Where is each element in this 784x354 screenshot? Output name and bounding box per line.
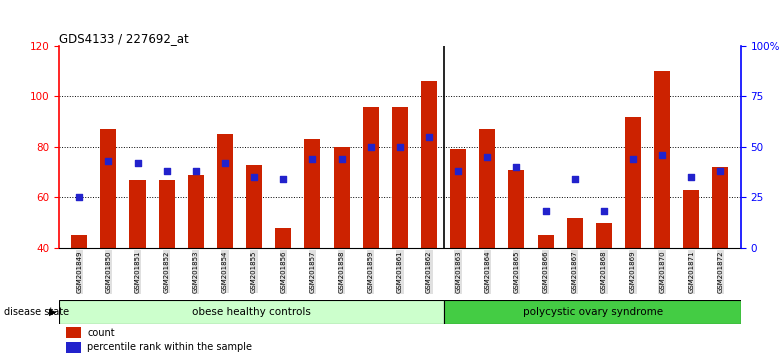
Text: count: count <box>88 327 115 337</box>
Bar <box>246 165 262 248</box>
Bar <box>445 300 741 324</box>
Text: GSM201868: GSM201868 <box>601 250 607 293</box>
Point <box>452 168 464 174</box>
Text: GSM201869: GSM201869 <box>630 250 636 293</box>
Text: GSM201870: GSM201870 <box>659 250 665 293</box>
Point <box>597 209 610 214</box>
Bar <box>684 190 699 248</box>
Point <box>306 156 318 162</box>
Bar <box>129 180 146 248</box>
Point <box>248 175 260 180</box>
Point <box>161 168 173 174</box>
Point <box>714 168 727 174</box>
Text: GSM201855: GSM201855 <box>251 250 257 293</box>
Text: GSM201864: GSM201864 <box>485 250 490 293</box>
Text: disease state: disease state <box>4 307 69 317</box>
Bar <box>567 217 583 248</box>
Text: GSM201858: GSM201858 <box>339 250 344 293</box>
Bar <box>479 129 495 248</box>
Point <box>656 152 669 158</box>
Text: GSM201856: GSM201856 <box>280 250 286 293</box>
Bar <box>596 223 612 248</box>
Text: GSM201871: GSM201871 <box>688 250 695 293</box>
Text: GSM201863: GSM201863 <box>456 250 461 293</box>
Text: GSM201851: GSM201851 <box>135 250 140 293</box>
Text: GDS4133 / 227692_at: GDS4133 / 227692_at <box>59 32 188 45</box>
Bar <box>333 147 350 248</box>
Bar <box>158 180 175 248</box>
Point <box>336 156 348 162</box>
Bar <box>450 149 466 248</box>
Text: GSM201853: GSM201853 <box>193 250 199 293</box>
Text: GSM201861: GSM201861 <box>397 250 403 293</box>
Text: GSM201867: GSM201867 <box>572 250 578 293</box>
Text: GSM201872: GSM201872 <box>717 250 724 293</box>
Bar <box>275 228 292 248</box>
Bar <box>538 235 554 248</box>
Text: GSM201859: GSM201859 <box>368 250 374 293</box>
Bar <box>304 139 321 248</box>
Bar <box>363 107 379 248</box>
Text: GSM201857: GSM201857 <box>310 250 315 293</box>
Text: GSM201854: GSM201854 <box>222 250 228 293</box>
Point <box>510 164 523 170</box>
Text: obese healthy controls: obese healthy controls <box>192 307 311 317</box>
Bar <box>100 129 116 248</box>
Point <box>481 154 494 160</box>
Point <box>102 158 114 164</box>
Bar <box>59 300 445 324</box>
Text: GSM201849: GSM201849 <box>76 250 82 293</box>
Point <box>539 209 552 214</box>
Text: percentile rank within the sample: percentile rank within the sample <box>88 342 252 352</box>
Point <box>277 176 289 182</box>
Bar <box>66 327 81 338</box>
Bar <box>421 81 437 248</box>
Bar <box>66 342 81 353</box>
Text: GSM201866: GSM201866 <box>543 250 549 293</box>
Point <box>394 144 406 150</box>
Text: GSM201850: GSM201850 <box>105 250 111 293</box>
Text: GSM201862: GSM201862 <box>426 250 432 293</box>
Bar <box>625 117 641 248</box>
Point <box>568 176 581 182</box>
Point <box>131 160 143 166</box>
Text: polycystic ovary syndrome: polycystic ovary syndrome <box>523 307 662 317</box>
Point <box>73 195 85 200</box>
Text: ▶: ▶ <box>49 307 56 317</box>
Bar <box>71 235 87 248</box>
Text: GSM201865: GSM201865 <box>514 250 520 293</box>
Point <box>423 134 435 140</box>
Bar <box>508 170 524 248</box>
Point <box>190 168 202 174</box>
Bar <box>713 167 728 248</box>
Bar <box>217 134 233 248</box>
Bar <box>188 175 204 248</box>
Point <box>685 175 698 180</box>
Point <box>219 160 231 166</box>
Point <box>626 156 639 162</box>
Bar <box>392 107 408 248</box>
Text: GSM201852: GSM201852 <box>164 250 169 293</box>
Bar <box>654 71 670 248</box>
Point <box>365 144 377 150</box>
